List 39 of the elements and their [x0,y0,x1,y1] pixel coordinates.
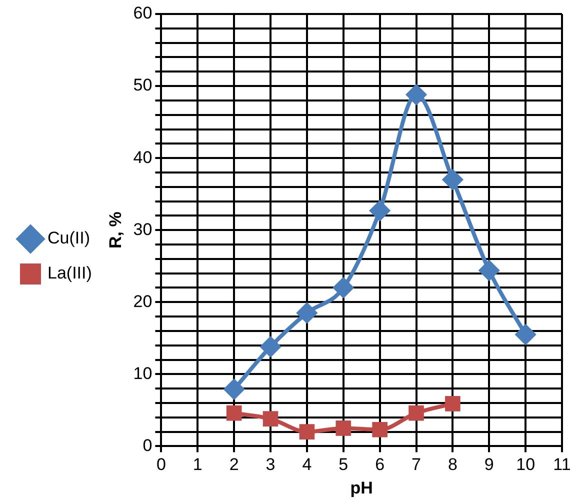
point [299,424,315,440]
legend-label: La(III) [48,264,92,283]
x-tick-label: 9 [484,455,494,474]
point [224,379,244,400]
point [445,396,460,412]
x-tick-label: 6 [375,455,385,474]
point [370,200,390,221]
point [479,260,500,280]
point [516,324,536,345]
point [296,302,317,323]
legend-label: Cu(II) [48,228,90,248]
x-axis-title: pH [350,478,373,498]
point [260,336,281,357]
x-tick-label: 11 [553,455,571,474]
y-tick-label: 30 [133,220,152,239]
point [333,278,354,298]
point [408,405,424,421]
y-tick-label: 0 [142,436,152,455]
x-tick-label: 1 [192,455,202,474]
y-tick-label: 40 [133,148,152,167]
x-tick-label: 2 [229,455,239,474]
point [406,84,426,105]
x-tick-label: 10 [516,455,536,474]
point [442,170,463,190]
y-tick-label: 60 [133,4,152,23]
x-tick-label: 7 [412,455,421,474]
point [262,411,278,426]
x-tick-label: 0 [156,455,166,474]
point [226,405,242,421]
x-tick-label: 3 [266,455,276,474]
x-tick-label: 8 [448,455,458,474]
point [336,420,352,436]
x-tick-label: 5 [338,455,348,474]
y-tick-label: 50 [133,76,152,95]
y-axis-title: R, % [106,212,125,249]
y-tick-label: 10 [133,364,152,383]
point [372,422,388,438]
x-tick-label: 4 [302,455,312,474]
y-tick-label: 20 [133,292,152,311]
